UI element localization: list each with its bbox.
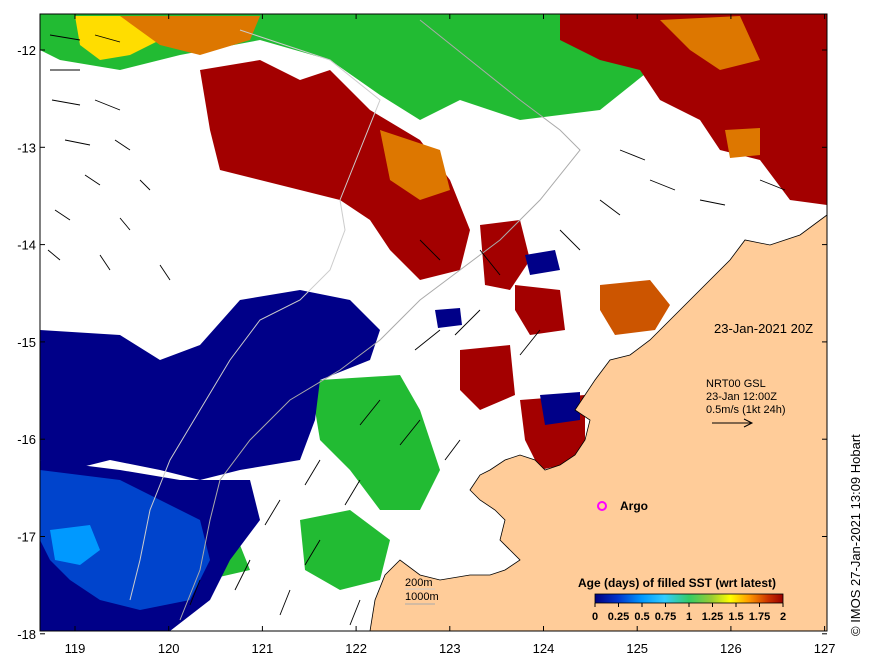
sst-patch-top-darkred-right <box>560 14 827 205</box>
sst-patch-top-orange-center <box>380 130 450 200</box>
x-tick-label: 125 <box>626 641 648 656</box>
y-tick-label: -16 <box>17 432 36 447</box>
colorbar-tick-label: 0.75 <box>655 611 676 623</box>
sst-patch-mid-darkred-3 <box>460 345 515 410</box>
x-tick-label: 120 <box>158 641 180 656</box>
x-tick-label: 123 <box>439 641 461 656</box>
x-tick-label: 124 <box>533 641 555 656</box>
x-tick-label: 121 <box>252 641 274 656</box>
current-info-line-3: 0.5m/s (1kt 24h) <box>706 404 785 416</box>
current-vectors <box>47 34 786 626</box>
sst-patch-orange-top-patch <box>725 128 760 158</box>
colorbar-tick-label: 1.5 <box>728 611 743 623</box>
x-tick-label: 119 <box>65 641 86 656</box>
colorbar-title: Age (days) of filled SST (wrt latest) <box>578 576 776 590</box>
plot-frame <box>39 13 828 632</box>
colorbar-tick-label: 0.5 <box>634 611 649 623</box>
sst-patch-blue <box>40 470 210 610</box>
current-info-line-1: NRT00 GSL <box>706 378 766 390</box>
contour-1000m <box>179 19 581 621</box>
current-legend-arrow <box>712 418 754 428</box>
contour-label-1000m: 1000m <box>405 591 439 603</box>
y-tick-label: -15 <box>17 335 36 350</box>
colorbar <box>594 593 784 604</box>
sst-patch-top-orange-right <box>660 16 760 70</box>
argo-label: Argo <box>620 499 648 513</box>
sst-patch-lightblue <box>50 525 100 565</box>
y-tick-label: -18 <box>17 627 36 642</box>
y-axis: -12 -13 -14 -15 -16 -17 -18 <box>17 43 827 642</box>
timestamp-label: 23-Jan-2021 20Z <box>714 321 813 336</box>
sst-patch-navy-small-3 <box>540 392 580 425</box>
sst-patch-navy-small-1 <box>525 250 560 275</box>
x-tick-label: 122 <box>345 641 367 656</box>
contour-label-200m: 200m <box>405 577 433 589</box>
colorbar-tick-label: 1.75 <box>749 611 770 623</box>
colorbar-tick-label: 1 <box>686 611 692 623</box>
credit-text: © IMOS 27-Jan-2021 13:09 Hobart <box>848 434 863 636</box>
contour-200m <box>129 29 381 601</box>
current-info-line-2: 23-Jan 12:00Z <box>706 391 777 403</box>
x-axis: 119 120 121 122 123 124 125 126 127 <box>65 14 836 656</box>
sst-patch-central-green <box>315 375 440 510</box>
land-mass <box>369 214 828 632</box>
y-tick-label: -14 <box>17 238 36 253</box>
colorbar-tick-label: 0.25 <box>608 611 629 623</box>
x-tick-label: 127 <box>814 641 836 656</box>
y-tick-label: -17 <box>17 530 36 545</box>
sst-patch-orange-mid <box>600 280 670 335</box>
y-tick-label: -13 <box>17 140 36 155</box>
y-tick-label: -12 <box>17 43 36 58</box>
sst-patch-south-green <box>300 510 390 590</box>
colorbar-tick-label: 0 <box>592 611 598 623</box>
colorbar-ticks: 0 0.25 0.5 0.75 1 1.25 1.5 1.75 2 <box>592 603 786 623</box>
colorbar-tick-label: 1.25 <box>702 611 723 623</box>
sst-patch-top-darkred-center <box>200 60 470 280</box>
sst-patch-mid-darkred-1 <box>480 220 530 290</box>
sst-patch-top-orange <box>120 16 260 55</box>
argo-marker <box>597 501 607 511</box>
colorbar-tick-label: 2 <box>780 611 786 623</box>
sst-patch-mid-darkred-2 <box>515 285 565 335</box>
sst-layer <box>40 14 827 631</box>
x-tick-label: 126 <box>720 641 742 656</box>
sst-patch-navy-large <box>40 290 380 480</box>
sst-patch-navy-small-2 <box>435 308 462 328</box>
